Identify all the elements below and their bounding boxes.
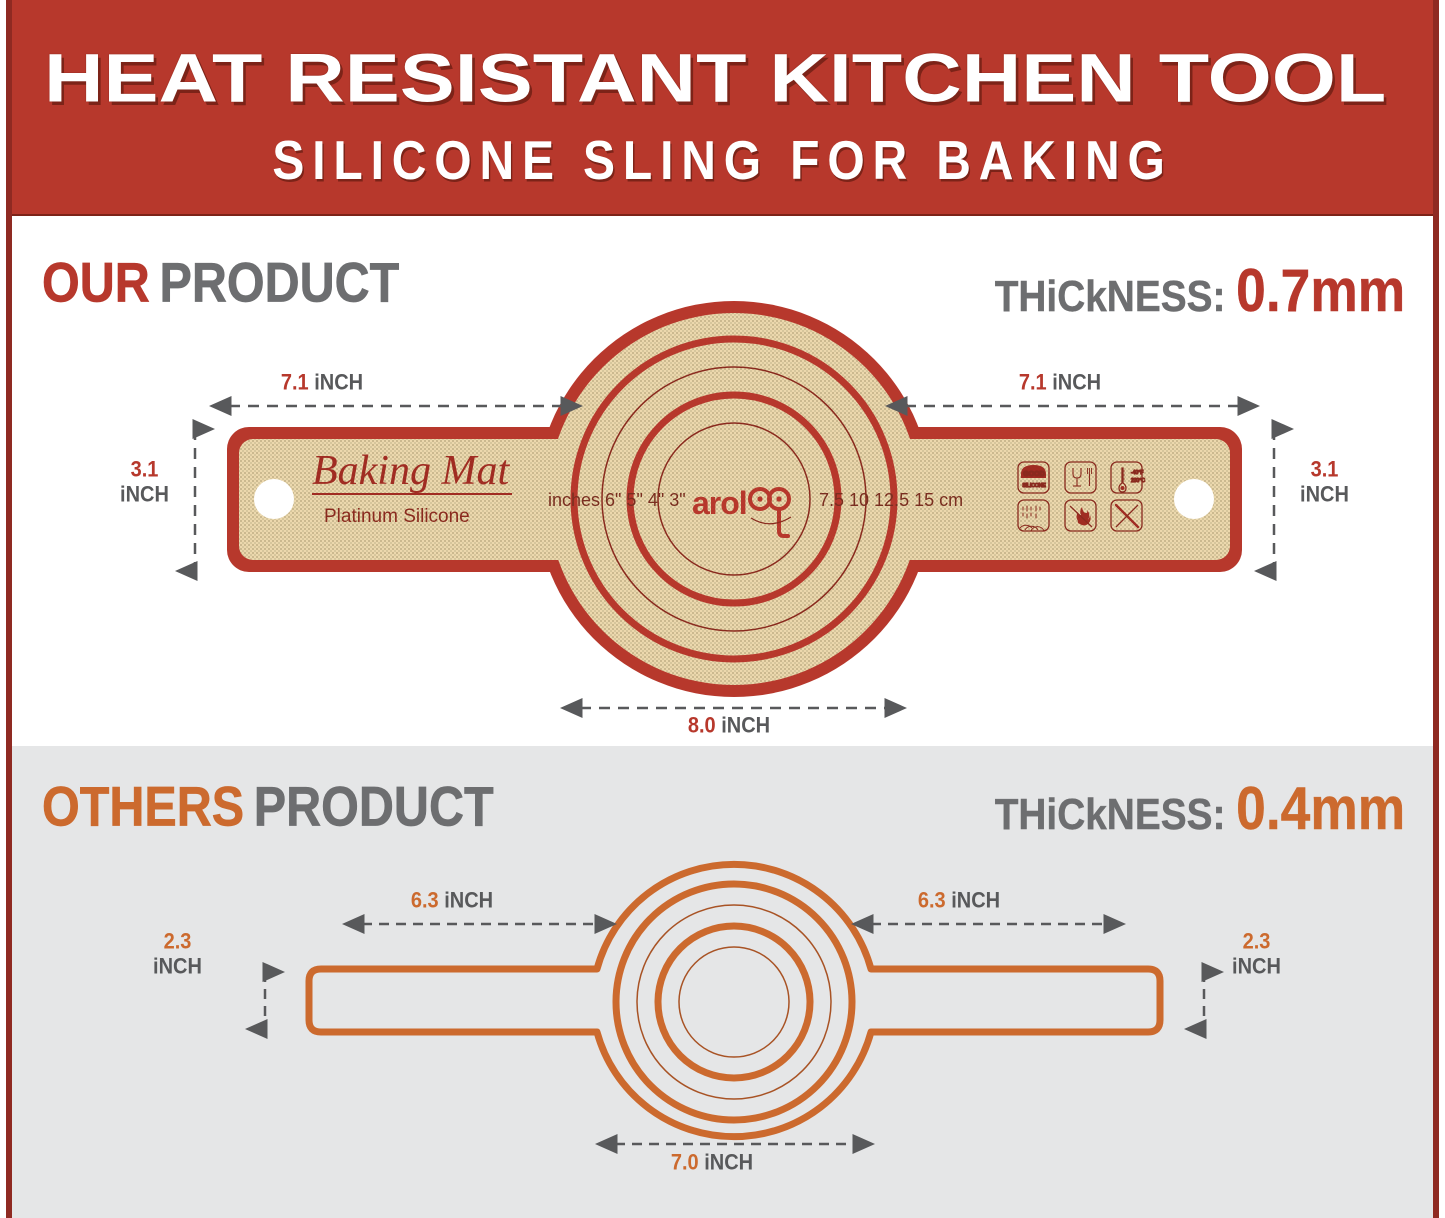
svg-text:230°C: 230°C: [1131, 478, 1145, 484]
svg-text:inches 6" 5" 4" 3": inches 6" 5" 4" 3": [548, 490, 686, 510]
svg-text:GOOD: GOOD: [1023, 471, 1044, 478]
svg-text:-40°F: -40°F: [1131, 470, 1143, 476]
svg-text:Baking Mat: Baking Mat: [312, 448, 510, 494]
svg-text:Platinum Silicone: Platinum Silicone: [324, 506, 470, 527]
svg-text:arol: arol: [692, 485, 747, 521]
svg-text:7.5 10 12.5 15 cm: 7.5 10 12.5 15 cm: [819, 490, 963, 510]
svg-text:SILICONE: SILICONE: [1022, 483, 1046, 489]
